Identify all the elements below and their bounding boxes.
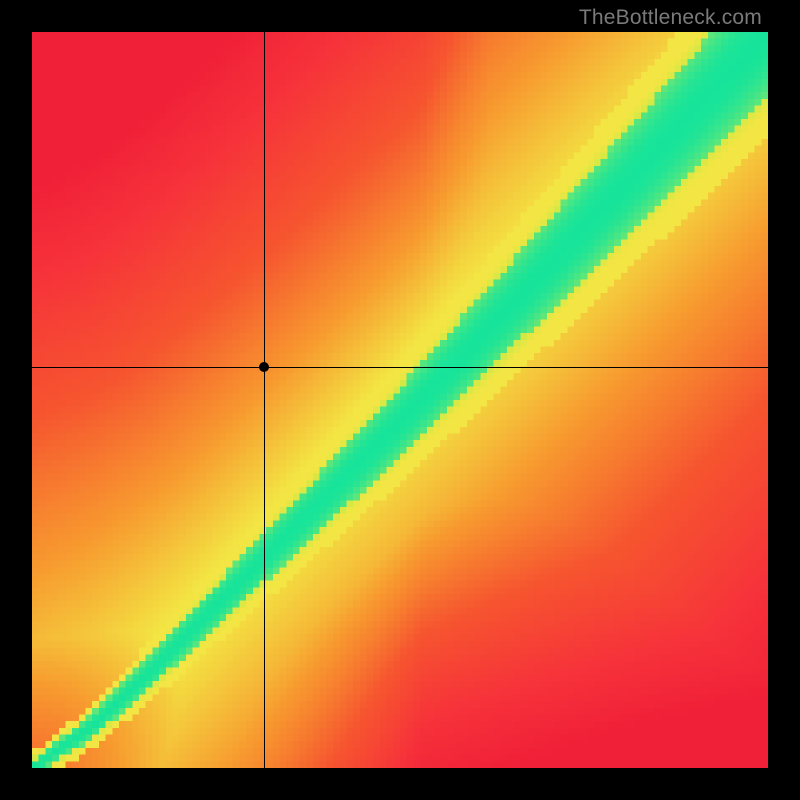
heatmap-canvas	[32, 32, 768, 768]
heatmap-plot	[32, 32, 768, 768]
crosshair-vertical	[264, 32, 265, 768]
watermark-text: TheBottleneck.com	[579, 6, 762, 30]
crosshair-marker	[259, 362, 269, 372]
figure-container: { "watermark": "TheBottleneck.com", "fig…	[0, 0, 800, 800]
crosshair-horizontal	[32, 367, 768, 368]
